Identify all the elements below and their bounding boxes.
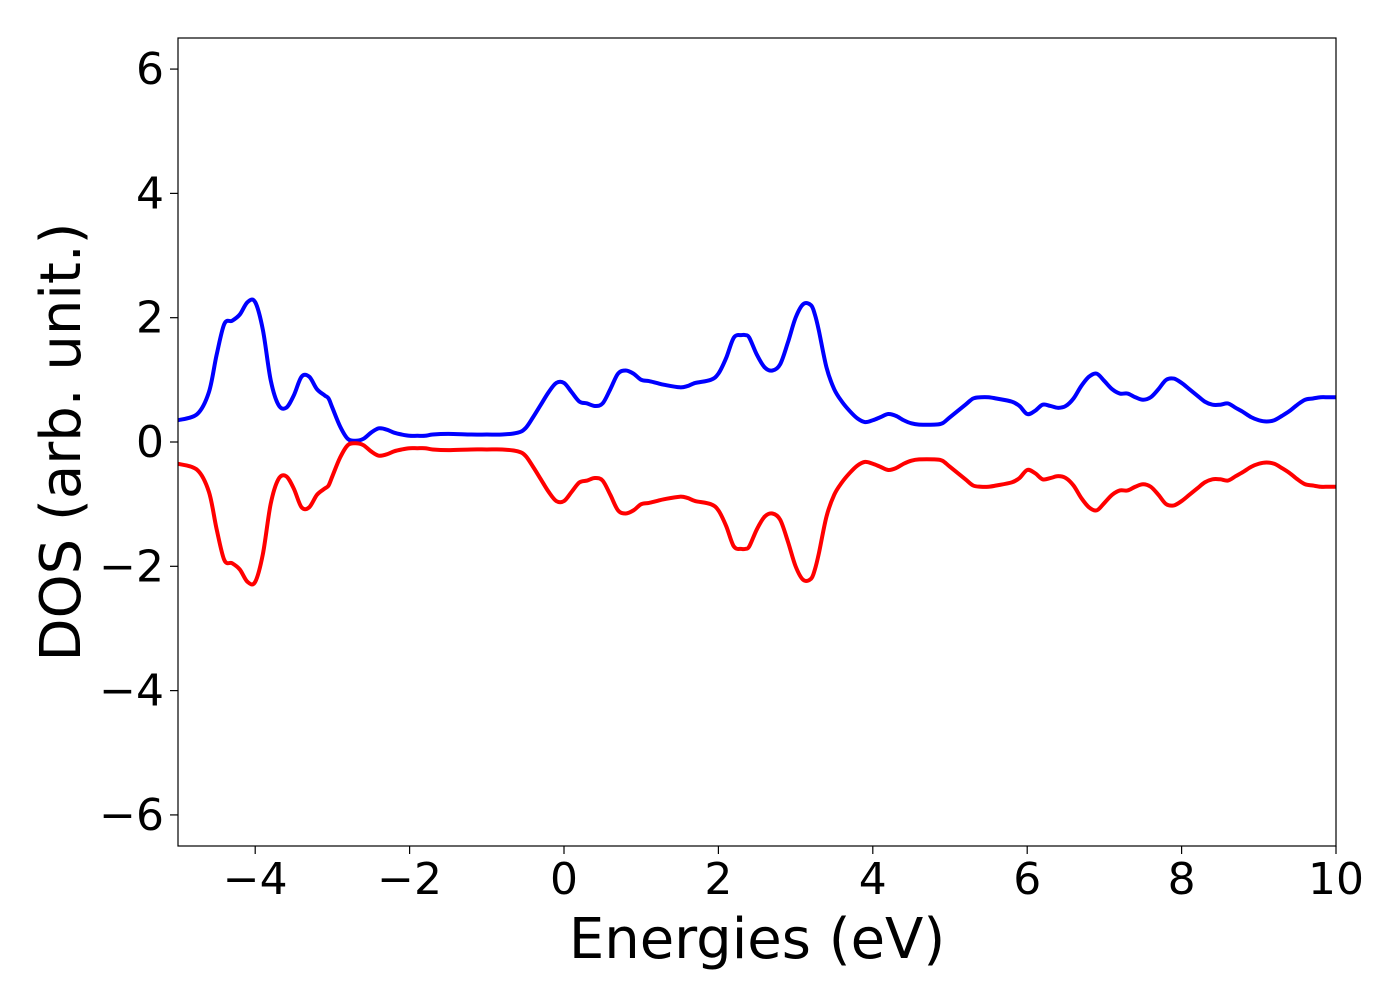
y-axis-ticks: −6 −4 −2 0 2 4 6 [99,44,178,841]
x-tick-label: 8 [1168,854,1196,905]
series-line-1 [177,297,1336,443]
x-tick-label: 4 [859,854,887,905]
plot-background [178,38,1336,846]
y-tick-label: −4 [99,666,164,717]
y-axis-title: DOS (arb. unit.) [29,222,94,661]
x-axis-title: Energies (eV) [569,907,945,972]
y-tick-label: 2 [136,293,164,344]
x-tick-label: −4 [223,854,288,905]
y-tick-label: 4 [136,168,164,219]
y-tick-label: 6 [136,44,164,95]
y-tick-label: −6 [99,790,164,841]
x-tick-label: 10 [1308,854,1364,905]
x-axis-ticks: −4 −2 0 2 4 6 8 10 [223,846,1364,905]
x-tick-label: 0 [550,854,578,905]
x-tick-label: 2 [704,854,732,905]
x-tick-label: 6 [1013,854,1041,905]
series-line-2 [177,441,1336,587]
y-tick-label: 0 [136,417,164,468]
y-tick-label: −2 [99,541,164,592]
x-tick-label: −2 [377,854,442,905]
series-layer [177,297,1336,587]
